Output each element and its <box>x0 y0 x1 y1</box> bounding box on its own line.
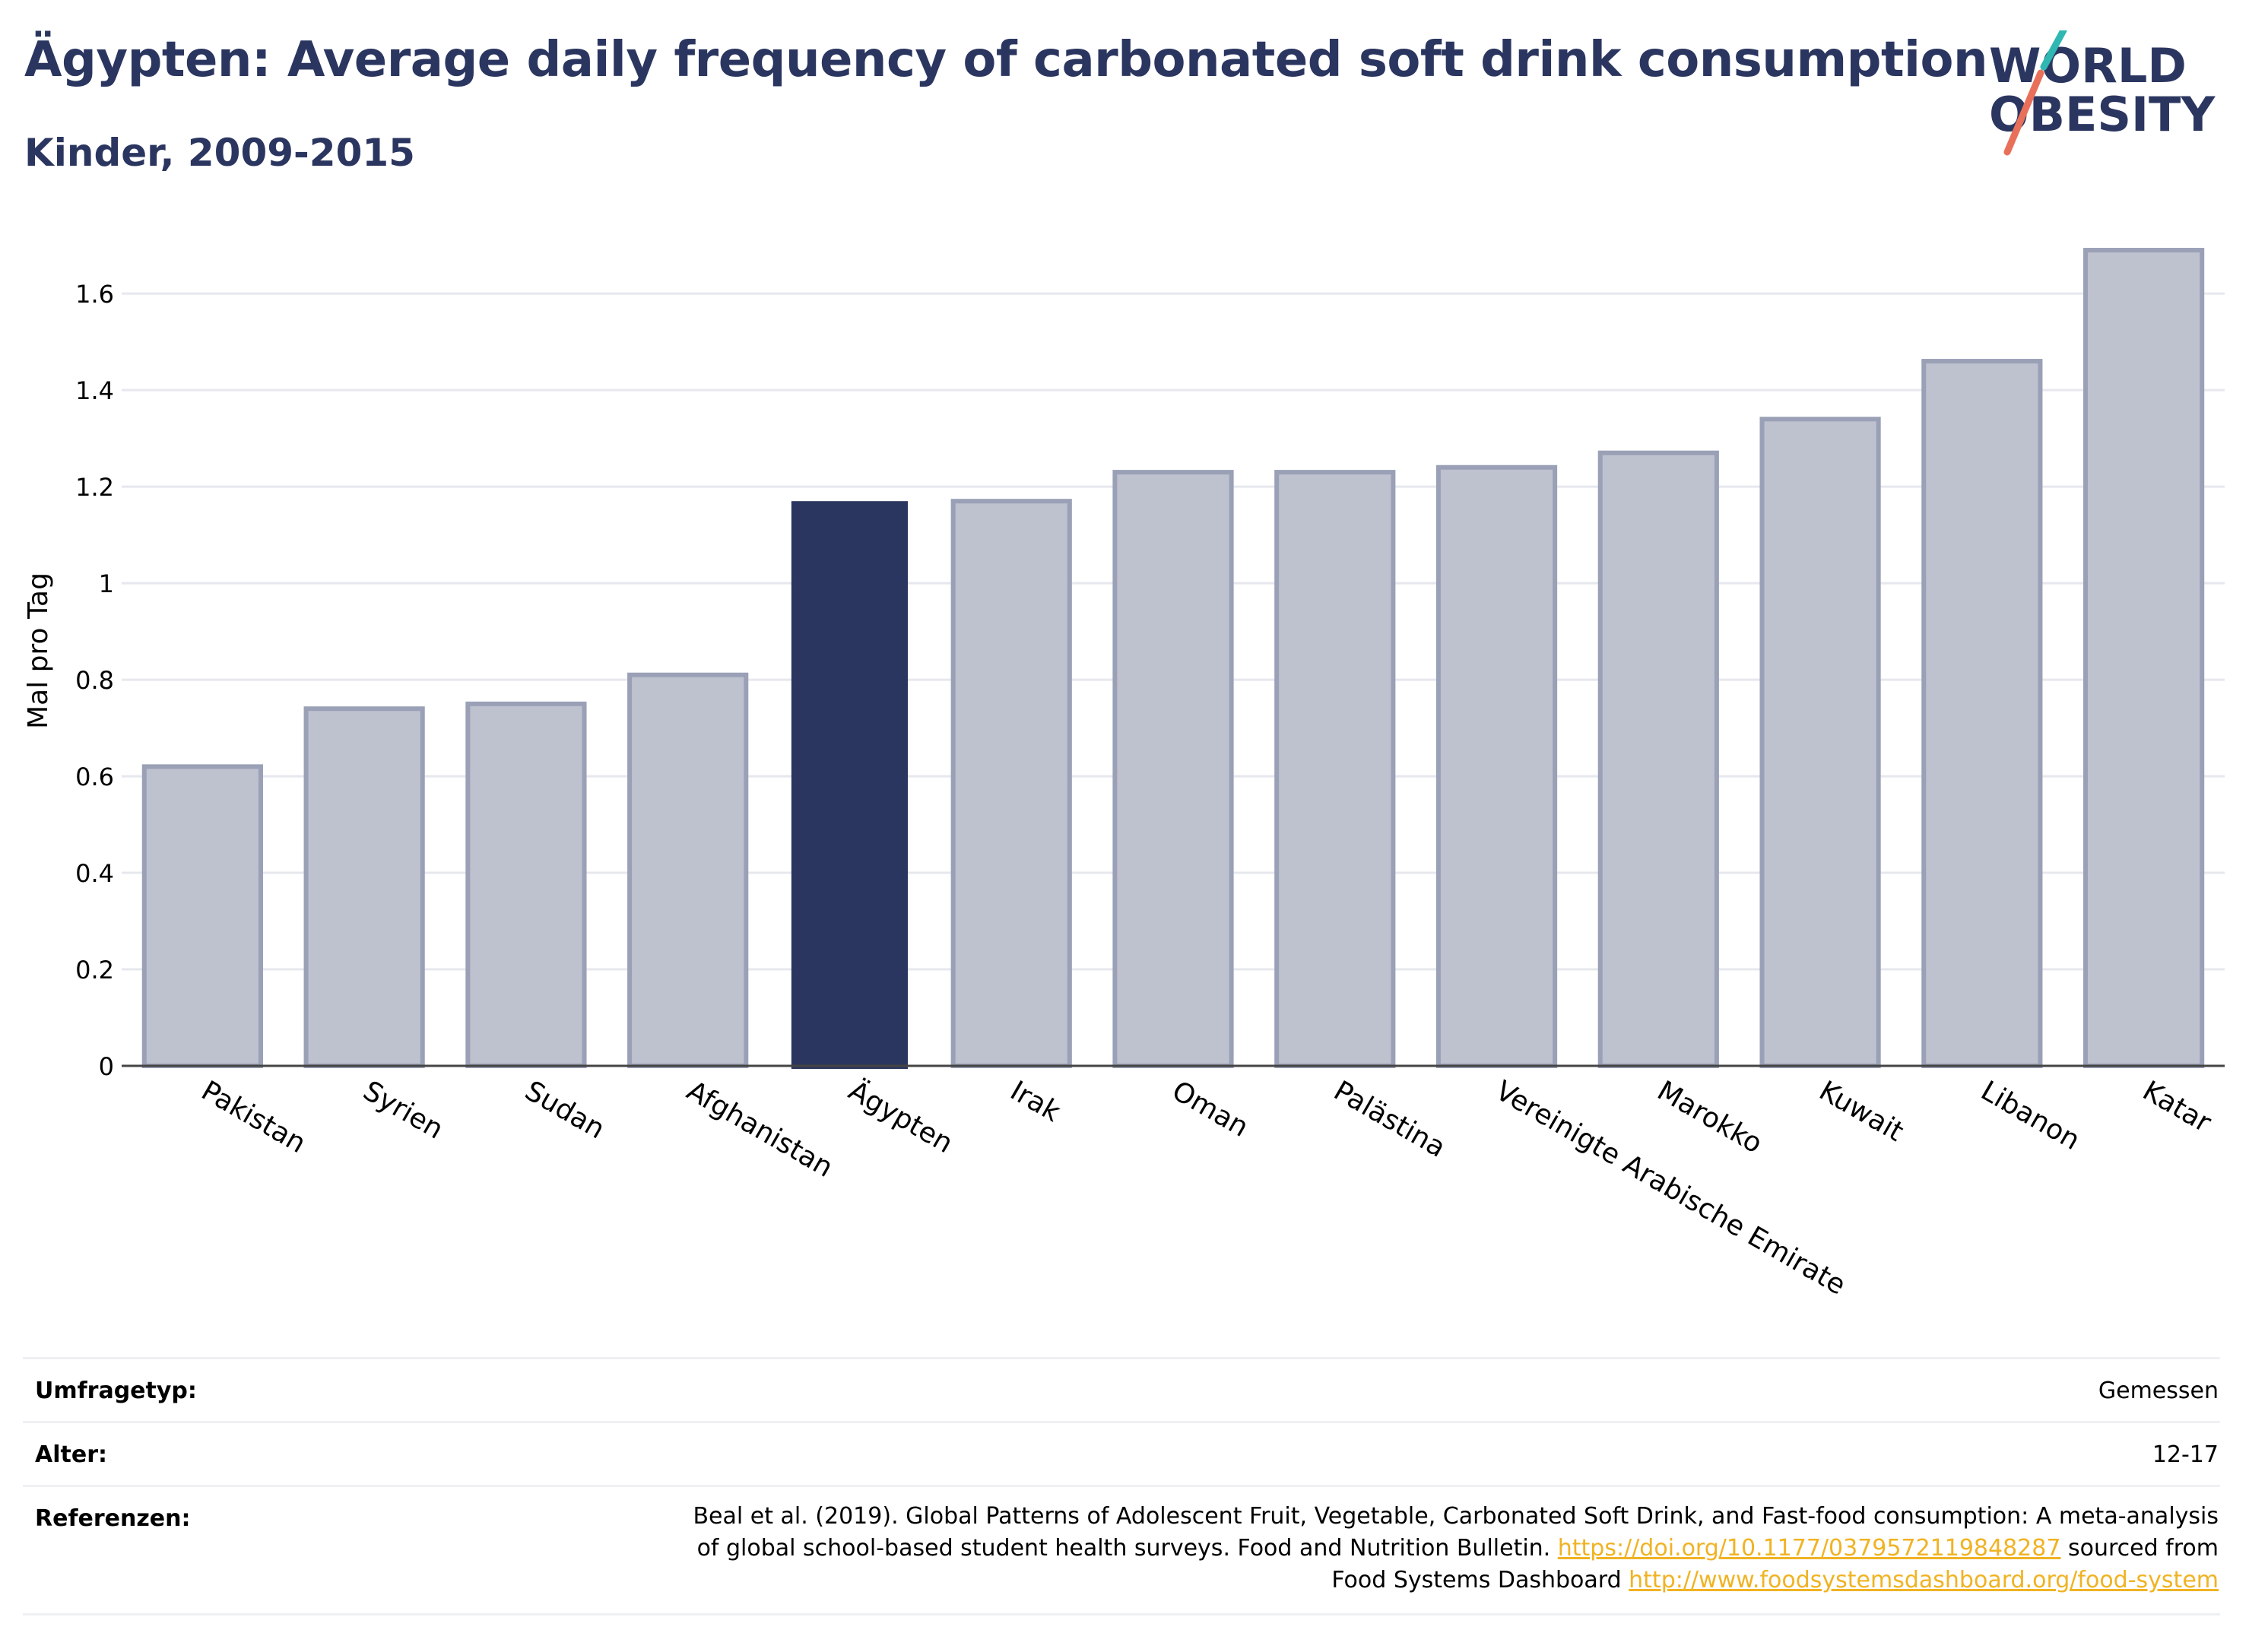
bar-chart: 0 0.2 0.4 0.6 0.8 1 1.2 1.4 1.6 Pakistan Syrien Sud… <box>23 248 2225 1302</box>
bar <box>950 499 1072 1068</box>
chart-subtitle: Kinder, 2009-2015 <box>24 131 415 175</box>
ref-line-2-tail: sourced from <box>2060 1535 2219 1562</box>
bar <box>303 706 425 1068</box>
bar <box>1921 359 2043 1068</box>
dashboard-link[interactable]: http://www.foodsystemsdashboard.org/food… <box>1629 1567 2219 1593</box>
doi-link[interactable]: https://doi.org/10.1177/0379572119848287 <box>1557 1535 2061 1562</box>
y-axis-label: Mal pro Tag <box>23 572 54 729</box>
age-label: Alter: <box>35 1441 107 1468</box>
x-tick-label: Kuwait <box>1814 1075 1909 1148</box>
bar <box>1759 417 1881 1068</box>
x-tick-label: Marokko <box>1652 1075 1768 1159</box>
bar <box>1112 470 1234 1068</box>
x-tick-label: Afghanistan <box>681 1075 838 1184</box>
ref-line-2: of global school-based student health su… <box>693 1533 2219 1565</box>
survey-type-value: Gemessen <box>2098 1378 2219 1404</box>
ref-line-2-text: of global school-based student health su… <box>696 1535 1558 1562</box>
x-tick-label: Palästina <box>1328 1075 1451 1163</box>
ref-line-3-text: Food Systems Dashboard <box>1331 1567 1629 1593</box>
x-tick-label: Sudan <box>519 1075 610 1145</box>
references-label: Referenzen: <box>35 1505 191 1532</box>
bar <box>2083 248 2205 1068</box>
meta-row-age: Alter: 12-17 <box>23 1421 2220 1485</box>
bar <box>1597 450 1719 1068</box>
references-text: Beal et al. (2019). Global Patterns of A… <box>693 1501 2220 1597</box>
age-value: 12-17 <box>2152 1441 2219 1468</box>
logo-slash-teal <box>2040 30 2067 71</box>
x-tick-label: Katar <box>2137 1075 2216 1139</box>
x-tick-label: Irak <box>1005 1075 1066 1128</box>
x-tick-label: Oman <box>1167 1075 1254 1143</box>
y-tick-label: 1.4 <box>75 376 114 405</box>
ref-line-1: Beal et al. (2019). Global Patterns of A… <box>693 1503 2219 1530</box>
y-tick-label: 0 <box>99 1052 114 1081</box>
y-tick-label: 1.2 <box>75 473 114 502</box>
bar <box>141 764 263 1068</box>
y-tick-label: 0.2 <box>75 956 114 985</box>
bar-highlight <box>791 501 909 1069</box>
bar <box>627 672 749 1068</box>
bar <box>1435 465 1558 1068</box>
y-tick-label: 0.4 <box>75 859 114 888</box>
x-tick-label: Ägypten <box>843 1074 959 1159</box>
meta-row-survey: Umfragetyp: Gemessen <box>23 1357 2220 1421</box>
bar <box>1274 470 1396 1068</box>
metadata-table: Umfragetyp: Gemessen Alter: 12-17 Refere… <box>23 1357 2220 1616</box>
y-tick-label: 1.6 <box>75 280 114 309</box>
x-tick-label: Pakistan <box>196 1075 311 1159</box>
ref-line-3: Food Systems Dashboard http://www.foodsy… <box>693 1565 2219 1597</box>
bar <box>465 701 587 1068</box>
x-tick-label: Libanon <box>1975 1075 2085 1156</box>
world-obesity-logo: WORLD OBESITY <box>1989 30 2216 156</box>
survey-type-label: Umfragetyp: <box>35 1378 197 1404</box>
y-tick-label: 1 <box>99 569 114 598</box>
logo-slash-coral <box>2003 69 2044 156</box>
meta-row-references: Referenzen: Beal et al. (2019). Global P… <box>23 1485 2220 1616</box>
y-tick-label: 0.6 <box>75 763 114 791</box>
bars <box>141 248 2205 1069</box>
x-tick-label: Syrien <box>358 1075 449 1145</box>
chart-title: Ägypten: Average daily frequency of carb… <box>24 32 1988 88</box>
logo-line1: WORLD <box>1989 38 2187 94</box>
y-tick-label: 0.8 <box>75 666 114 695</box>
